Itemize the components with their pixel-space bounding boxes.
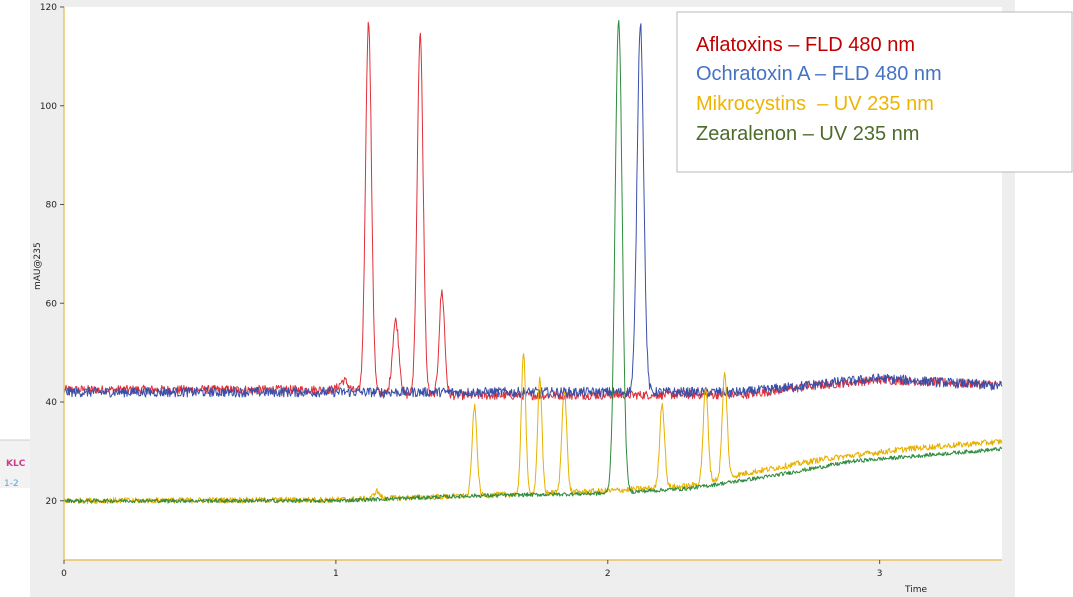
x-axis-title: Time [904, 585, 927, 595]
y-tick-label: 60 [46, 299, 58, 309]
y-tick-label: 120 [40, 3, 57, 13]
chromatogram-traces [63, 19, 1003, 505]
x-tick-label: 2 [605, 569, 611, 579]
y-tick-label: 100 [40, 102, 57, 112]
legend: Aflatoxins – FLD 480 nm Ochratoxin A – F… [676, 11, 1073, 173]
legend-item-zearalenon: Zearalenon – UV 235 nm [696, 123, 919, 145]
y-axis-title: mAU@235 [33, 242, 43, 290]
y-tick-label: 20 [46, 497, 58, 507]
y-tick-label: 40 [46, 398, 58, 408]
legend-item-aflatoxins: Aflatoxins – FLD 480 nm [696, 34, 915, 56]
x-tick-label: 0 [61, 569, 67, 579]
legend-item-mikrocystins: Mikrocystins – UV 235 nm [696, 93, 934, 115]
trace-line-0 [63, 21, 1002, 401]
trace-line-1 [63, 23, 1003, 398]
clipped-label-1: KLC [6, 459, 26, 469]
trace-line-3 [63, 19, 1003, 504]
legend-item-ochratoxin: Ochratoxin A – FLD 480 nm [696, 63, 942, 85]
clipped-panel-bg [0, 440, 30, 488]
legend-box [676, 11, 1073, 173]
axis-ticks: 0 1 2 3 20 40 60 80 100 120 [40, 3, 883, 579]
clipped-label-2: 1-2 [4, 479, 19, 489]
y-tick-label: 80 [46, 201, 58, 211]
x-tick-label: 1 [333, 569, 339, 579]
x-tick-label: 3 [877, 569, 883, 579]
